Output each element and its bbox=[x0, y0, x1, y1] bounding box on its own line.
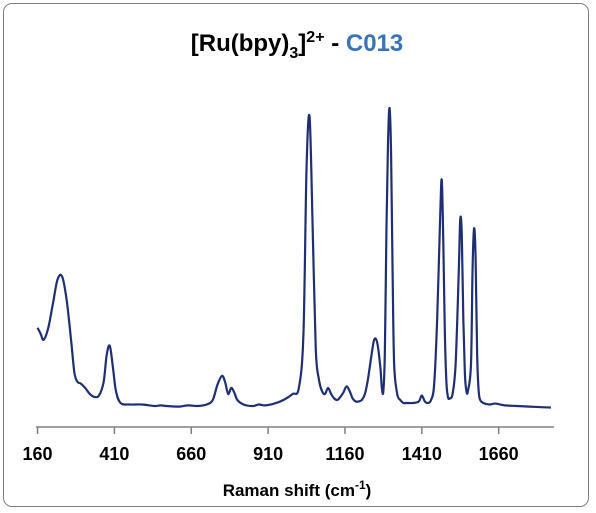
x-tick-label: 160 bbox=[23, 444, 53, 464]
title-separator: - bbox=[325, 30, 346, 57]
title-formula-close: ] bbox=[298, 30, 306, 57]
title-subscript: 3 bbox=[289, 45, 298, 62]
x-tick-label: 410 bbox=[99, 444, 129, 464]
title-sample-id: C013 bbox=[346, 30, 403, 57]
x-axis-label-superscript: -1 bbox=[355, 478, 366, 492]
x-axis-ticks: 160 410 660 910 1160 1410 1660 bbox=[23, 427, 519, 464]
x-axis-label: Raman shift (cm-1) bbox=[223, 478, 372, 500]
chart-frame: [Ru(bpy)3]2+ - C013 160 410 660 910 1160 1410… bbox=[3, 3, 589, 507]
x-tick-label: 660 bbox=[176, 444, 206, 464]
x-tick-label: 1410 bbox=[402, 444, 442, 464]
title-superscript: 2+ bbox=[306, 29, 324, 46]
spectrum-line bbox=[36, 106, 551, 409]
x-tick-label: 1660 bbox=[479, 444, 519, 464]
title-formula: [Ru(bpy) bbox=[191, 30, 290, 57]
x-axis-label-prefix: Raman shift (cm bbox=[223, 481, 355, 500]
plot-area bbox=[36, 106, 551, 409]
x-tick-label: 910 bbox=[253, 444, 283, 464]
chart-title: [Ru(bpy)3]2+ - C013 bbox=[191, 29, 404, 62]
raman-spectrum-chart: [Ru(bpy)3]2+ - C013 160 410 660 910 1160 1410… bbox=[23, 29, 554, 500]
x-tick-label: 1160 bbox=[325, 444, 364, 464]
x-axis-label-suffix: ) bbox=[366, 481, 372, 500]
